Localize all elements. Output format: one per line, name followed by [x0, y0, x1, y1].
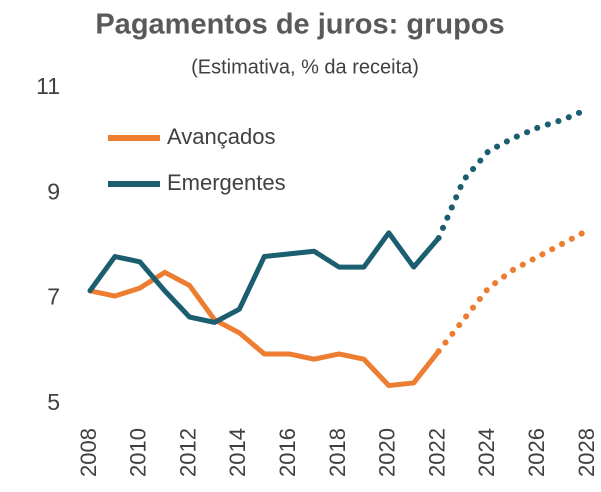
x-tick-label: 2024 [474, 428, 499, 477]
x-tick-label: 2020 [375, 428, 400, 477]
x-tick-label: 2022 [424, 428, 449, 477]
x-tick-label: 2018 [325, 428, 350, 477]
legend-label: Avançados [167, 124, 275, 149]
x-tick-label: 2026 [524, 428, 549, 477]
series-line [87, 230, 442, 325]
x-tick-label: 2016 [275, 428, 300, 477]
x-tick-label: 2012 [175, 428, 200, 477]
x-tick-label: 2008 [76, 428, 101, 477]
y-tick-label: 7 [47, 284, 60, 310]
x-tick-label: 2010 [126, 428, 151, 477]
y-tick-label: 9 [47, 178, 60, 204]
legend-label: Emergentes [167, 170, 286, 195]
chart-title: Pagamentos de juros: grupos [95, 9, 504, 41]
chart-subtitle: (Estimativa, % da receita) [191, 56, 419, 78]
y-tick-label: 11 [36, 73, 60, 99]
x-tick-label: 2014 [225, 428, 250, 477]
series-line-dotted [435, 106, 591, 242]
y-tick-label: 5 [47, 389, 60, 415]
series-line-dotted [435, 227, 591, 355]
x-tick-label: 2028 [574, 428, 599, 477]
series-line [87, 269, 442, 389]
